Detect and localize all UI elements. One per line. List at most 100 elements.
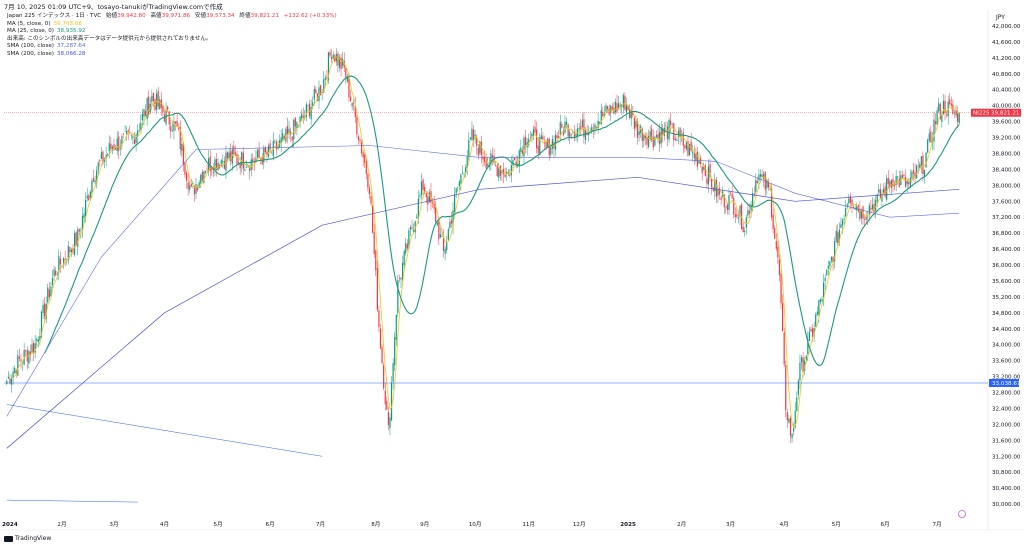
- legend-symbol-row[interactable]: Japan 225 インデックス · 1日 · TVC 始値39,942.80 …: [7, 13, 337, 21]
- candle-body: [953, 112, 956, 114]
- candle-body: [394, 337, 396, 366]
- candle-body: [435, 207, 437, 222]
- y-tick-label: 40,800.00: [992, 72, 1021, 78]
- x-tick-label: 6月: [881, 521, 890, 528]
- candle-body: [7, 376, 9, 379]
- y-tick-label: 32,000.00: [992, 422, 1021, 428]
- candle-body: [619, 105, 621, 107]
- candle-body: [875, 200, 877, 212]
- legend-ma25-row[interactable]: MA (25, close, 0) 38,935.92: [7, 28, 337, 36]
- candle-body: [881, 194, 883, 202]
- candle-body: [679, 127, 681, 137]
- candle-body: [476, 137, 478, 146]
- candle-body: [285, 128, 287, 142]
- candle-body: [460, 174, 462, 184]
- candle-body: [922, 155, 924, 175]
- candle-body: [250, 159, 252, 170]
- candle-body: [406, 243, 408, 249]
- candle-body: [129, 133, 131, 135]
- candle-body: [89, 191, 91, 198]
- candle-body: [405, 243, 407, 254]
- candle-body: [468, 139, 470, 157]
- candle-body: [313, 88, 315, 100]
- candle-body: [463, 173, 465, 175]
- candle-body: [113, 144, 115, 150]
- tradingview-footer[interactable]: TradingView: [4, 535, 51, 542]
- candle-body: [513, 157, 516, 161]
- candle-body: [70, 249, 73, 253]
- candle-body: [889, 181, 891, 188]
- candle-body: [711, 179, 713, 188]
- chart-header-title: 7月 10, 2025 01:09 UTC+9、tosayo-tanukiがTr…: [4, 3, 223, 11]
- candle-body: [879, 189, 881, 199]
- candle-body: [520, 147, 522, 153]
- candle-body: [717, 189, 719, 196]
- candle-body: [890, 180, 893, 188]
- candle-body: [146, 98, 148, 119]
- candle-body: [912, 170, 915, 174]
- candle-body: [466, 156, 468, 169]
- candle-body: [767, 180, 770, 188]
- candle-body: [102, 151, 104, 164]
- candle-body: [310, 107, 312, 120]
- candle-body: [859, 208, 861, 219]
- last-price-label-bg: [971, 108, 1021, 117]
- candle-body: [168, 111, 170, 125]
- candle-body: [797, 380, 799, 395]
- candle-body: [185, 172, 188, 181]
- candle-body: [184, 162, 186, 175]
- legend-volume-row[interactable]: 出来高: このシンボルの出来高データはデータ提供元から提供されておりません。: [7, 36, 337, 44]
- candle-body: [94, 180, 96, 183]
- candle-body: [81, 215, 84, 230]
- candle-body: [554, 134, 557, 150]
- candle-body: [206, 168, 208, 170]
- candle-body: [854, 207, 856, 210]
- ma25-line: [44, 75, 960, 366]
- candle-body: [523, 137, 525, 157]
- candle-body: [532, 129, 535, 136]
- candle-body: [856, 205, 858, 211]
- candle-body: [742, 226, 744, 233]
- candle-body: [187, 182, 189, 190]
- candle-body: [830, 257, 833, 261]
- y-tick-label: 30,400.00: [992, 486, 1021, 492]
- candle-body: [506, 171, 508, 175]
- y-tick-label: 41,200.00: [992, 56, 1021, 62]
- x-tick-label: 8月: [371, 521, 380, 528]
- candle-body: [282, 133, 284, 140]
- candle-body: [427, 196, 429, 205]
- candle-body: [334, 55, 336, 62]
- candle-body: [515, 161, 517, 166]
- legend-sma100-row[interactable]: SMA (100, close) 37,287.64: [7, 43, 337, 51]
- candle-body: [745, 217, 747, 228]
- time-axis[interactable]: 2024 2月 3月 4月 5月 6月 7月 8月 9月 10月 11月 12月 2025 2月 3月 4月 5…: [2, 521, 942, 528]
- legend-ma25-value: 38,935.92: [57, 28, 86, 35]
- price-axis[interactable]: 30,000.00 30,400.00 30,800.00 31,200.00 31,6…: [992, 24, 1021, 508]
- candle-body: [119, 147, 121, 149]
- candle-body: [17, 355, 19, 376]
- candle-body: [725, 206, 727, 208]
- legend-sma200-row[interactable]: SMA (200, close) 38,066.28: [7, 51, 337, 59]
- candle-body: [565, 121, 568, 125]
- candle-body: [189, 185, 191, 190]
- candle-body: [245, 167, 248, 168]
- candle-body: [807, 339, 809, 355]
- legend-ma5-row[interactable]: MA (5, close, 0) 39,708.08: [7, 21, 337, 29]
- candle-body: [83, 213, 85, 219]
- candle-body: [241, 151, 243, 166]
- candle-body: [671, 123, 673, 125]
- sma100-line: [6, 145, 960, 417]
- candle-body: [204, 170, 207, 173]
- candle-body: [871, 204, 874, 210]
- tradingview-logo-icon: [4, 535, 13, 542]
- candle-body: [646, 136, 648, 145]
- candle-body: [431, 202, 434, 204]
- candle-body: [906, 181, 908, 185]
- candle-body: [759, 174, 762, 177]
- candle-body: [348, 75, 350, 98]
- hline-label: 33,038.67: [992, 381, 1021, 387]
- candle-body: [860, 209, 863, 219]
- candle-body: [173, 121, 175, 131]
- currency-label[interactable]: JPY: [996, 14, 1005, 21]
